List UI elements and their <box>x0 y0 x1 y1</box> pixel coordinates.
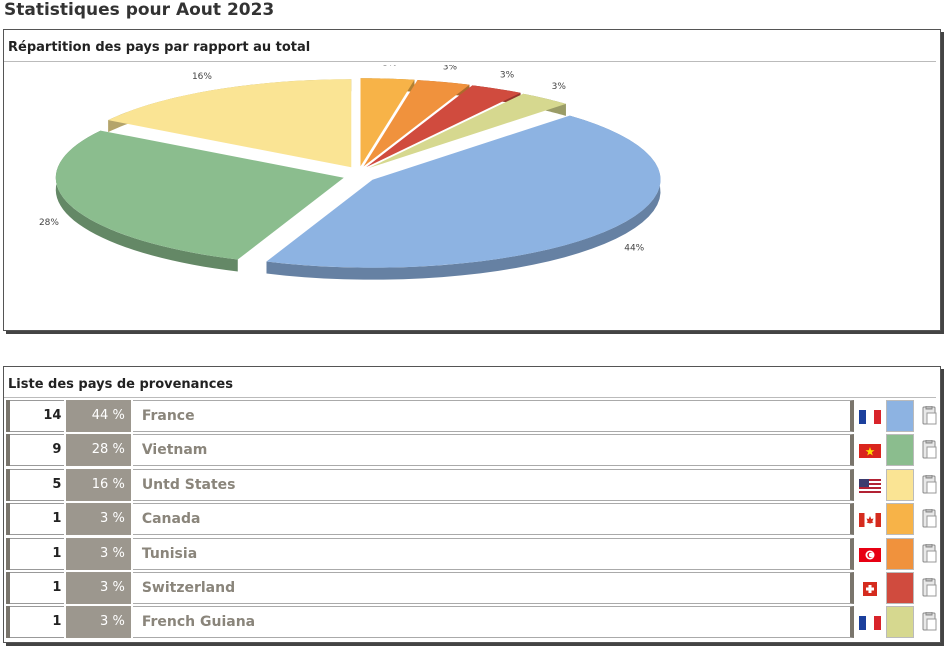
pie-slice-top <box>108 79 352 168</box>
row-marker <box>6 503 10 536</box>
table-row[interactable]: 5 16 % Untd States <box>6 468 940 501</box>
country-list-panel: Liste des pays de provenances 14 44 % Fr… <box>3 366 941 643</box>
visit-percent: 3 % <box>66 571 131 604</box>
pie-data-label: 3% <box>552 82 567 92</box>
color-swatch <box>886 400 915 432</box>
country-name: French Guiana <box>132 606 855 639</box>
pie-slice-vietnam <box>55 130 344 272</box>
color-swatch <box>886 606 915 639</box>
country-name: Switzerland <box>132 571 855 604</box>
color-swatch <box>886 503 915 536</box>
table-row[interactable]: 1 3 % Switzerland <box>6 571 940 604</box>
table-row[interactable]: 1 3 % French Guiana <box>6 606 940 639</box>
list-panel-title: Liste des pays de provenances <box>4 367 936 398</box>
row-marker <box>6 571 10 604</box>
pie-data-label: 3% <box>383 65 398 69</box>
clipboard-icon[interactable] <box>920 469 940 501</box>
country-name: Canada <box>132 503 855 536</box>
visit-percent: 16 % <box>66 468 131 501</box>
visit-count: 5 <box>9 468 65 501</box>
pie-slice-french-guiana <box>368 93 566 169</box>
france-flag-icon <box>859 409 882 424</box>
visit-count: 14 <box>9 400 65 432</box>
row-marker <box>6 400 10 432</box>
table-row[interactable]: 9 28 % Vietnam <box>6 434 940 467</box>
row-marker <box>6 434 10 467</box>
pie-slice-tunisia <box>363 80 470 167</box>
pie-data-label: 3% <box>443 65 458 73</box>
pie-chart: 44% 28% 16% 3% 3% 3% 3% <box>39 65 661 280</box>
visit-count: 1 <box>9 606 65 639</box>
chart-panel-title: Répartition des pays par rapport au tota… <box>4 30 936 62</box>
table-row[interactable]: 14 44 % France <box>6 400 940 432</box>
clipboard-icon[interactable] <box>920 606 940 638</box>
pie-slice-top <box>360 78 415 167</box>
vietnam-flag-icon <box>859 443 882 459</box>
pie-data-label: 3% <box>500 70 515 80</box>
pie-data-label: 28% <box>39 218 59 228</box>
visit-count: 1 <box>9 571 65 604</box>
color-swatch <box>886 571 915 604</box>
pie-slice-top <box>368 93 566 169</box>
chart-panel: Répartition des pays par rapport au tota… <box>3 29 941 331</box>
pie-slice-top <box>266 115 661 268</box>
color-swatch <box>886 537 915 570</box>
page-title: Statistiques pour Aout 2023 <box>4 0 275 20</box>
pie-data-label: 16% <box>192 72 212 82</box>
usa-flag-icon <box>859 478 882 493</box>
country-name: Untd States <box>132 468 855 501</box>
visit-percent: 3 % <box>66 503 131 536</box>
clipboard-icon[interactable] <box>920 400 940 432</box>
visit-percent: 28 % <box>66 434 131 467</box>
switzerland-flag-icon <box>859 581 881 596</box>
clipboard-icon[interactable] <box>920 538 940 570</box>
row-marker <box>6 606 10 639</box>
pie-slice-switzerland <box>366 85 521 168</box>
color-swatch <box>886 434 915 467</box>
pie-slice-canada <box>360 78 415 167</box>
table-row[interactable]: 1 3 % Canada <box>6 503 940 536</box>
visit-count: 9 <box>9 434 65 467</box>
clipboard-icon[interactable] <box>920 434 940 466</box>
visit-count: 1 <box>9 537 65 570</box>
row-marker <box>6 468 10 501</box>
pie-slice-top <box>363 80 470 167</box>
pie-slice-side <box>55 130 238 272</box>
pie-slice-france <box>266 115 661 280</box>
country-name: France <box>132 400 855 432</box>
color-swatch <box>886 468 915 501</box>
pie-slice-top <box>55 130 344 260</box>
canada-flag-icon <box>859 512 882 528</box>
clipboard-icon[interactable] <box>920 572 940 604</box>
country-name: Vietnam <box>132 434 855 467</box>
french-guiana-flag-icon <box>859 615 882 631</box>
table-row[interactable]: 1 3 % Tunisia <box>6 537 940 570</box>
country-table: 14 44 % France 9 28 % Vietnam <box>6 400 940 641</box>
tunisia-flag-icon <box>859 547 882 562</box>
visit-percent: 3 % <box>66 537 131 570</box>
visit-percent: 3 % <box>66 606 131 639</box>
clipboard-icon[interactable] <box>920 503 940 535</box>
visit-percent: 44 % <box>66 400 131 432</box>
country-name: Tunisia <box>132 537 855 570</box>
pie-data-label: 44% <box>624 243 644 253</box>
visit-count: 1 <box>9 503 65 536</box>
pie-slice-untd-states <box>108 79 352 168</box>
row-marker <box>6 537 10 570</box>
pie-slice-top <box>366 85 521 168</box>
